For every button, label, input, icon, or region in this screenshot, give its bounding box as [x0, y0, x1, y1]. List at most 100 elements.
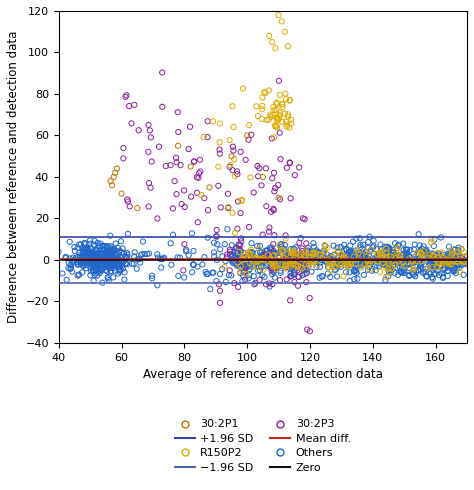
Point [367, 258, 375, 266]
Point [74, 260, 82, 268]
Point [95, 268, 102, 276]
Point [400, 267, 408, 274]
Point [123, 253, 131, 261]
Point [111, 247, 119, 255]
Point [379, 258, 386, 266]
Point [270, 206, 277, 214]
Point [94, 262, 101, 270]
Point [107, 245, 115, 252]
Point [378, 258, 385, 266]
Point [322, 257, 329, 265]
Point [286, 159, 293, 167]
Point [353, 254, 361, 262]
Point [310, 243, 318, 251]
Point [92, 252, 100, 260]
Point [82, 244, 90, 252]
Point [345, 260, 352, 268]
Point [297, 234, 304, 242]
Point [336, 261, 344, 269]
Point [446, 254, 453, 262]
Point [431, 264, 439, 271]
Point [237, 263, 245, 271]
Point [396, 259, 403, 267]
Point [267, 208, 275, 216]
Point [377, 241, 384, 248]
Point [124, 251, 131, 259]
Point [83, 246, 91, 254]
Point [444, 257, 451, 265]
Point [117, 259, 125, 267]
Point [114, 261, 122, 269]
Point [210, 269, 217, 276]
Point [445, 250, 453, 258]
Point [280, 247, 288, 255]
Point [351, 267, 358, 274]
Point [255, 263, 263, 270]
Point [104, 261, 112, 269]
Point [246, 259, 253, 267]
Point [450, 264, 458, 272]
Point [145, 148, 152, 156]
Point [174, 272, 182, 280]
Point [345, 264, 352, 271]
Point [384, 263, 392, 270]
Point [107, 252, 115, 260]
Point [84, 258, 92, 266]
Point [265, 116, 273, 123]
Point [102, 251, 109, 259]
Point [308, 255, 315, 263]
Point [329, 259, 337, 267]
Point [109, 263, 116, 271]
Point [349, 249, 356, 257]
Point [250, 263, 257, 270]
Point [256, 276, 264, 284]
Point [444, 255, 452, 263]
Point [451, 265, 458, 272]
Point [338, 251, 346, 259]
Point [84, 258, 92, 266]
Point [296, 264, 304, 272]
Point [93, 259, 100, 267]
Point [269, 280, 276, 288]
Point [87, 255, 94, 263]
Point [229, 147, 237, 154]
Point [74, 261, 82, 269]
Point [337, 258, 344, 266]
Point [92, 263, 100, 271]
Point [375, 262, 383, 270]
Point [432, 257, 439, 265]
Point [259, 94, 266, 101]
Point [319, 253, 327, 261]
Point [105, 243, 112, 250]
Point [392, 251, 400, 259]
Point [277, 155, 284, 163]
Point [419, 257, 426, 265]
Point [246, 263, 253, 270]
Point [108, 250, 115, 258]
Point [106, 257, 114, 265]
Point [270, 255, 278, 263]
Point [321, 247, 328, 255]
Point [219, 265, 226, 273]
Point [107, 262, 114, 270]
Point [440, 254, 447, 262]
Point [434, 255, 441, 263]
Point [414, 249, 421, 257]
Point [403, 251, 410, 259]
Point [450, 268, 457, 275]
Point [374, 250, 381, 258]
Point [439, 251, 447, 259]
Point [246, 271, 253, 279]
Point [273, 100, 281, 108]
Point [430, 242, 438, 250]
Point [303, 269, 310, 277]
Point [426, 251, 433, 259]
Point [112, 240, 119, 247]
Point [347, 251, 355, 259]
Point [390, 248, 397, 256]
Point [237, 237, 245, 245]
Point [327, 273, 334, 281]
Point [273, 262, 280, 270]
Point [366, 266, 374, 273]
Point [365, 257, 373, 265]
